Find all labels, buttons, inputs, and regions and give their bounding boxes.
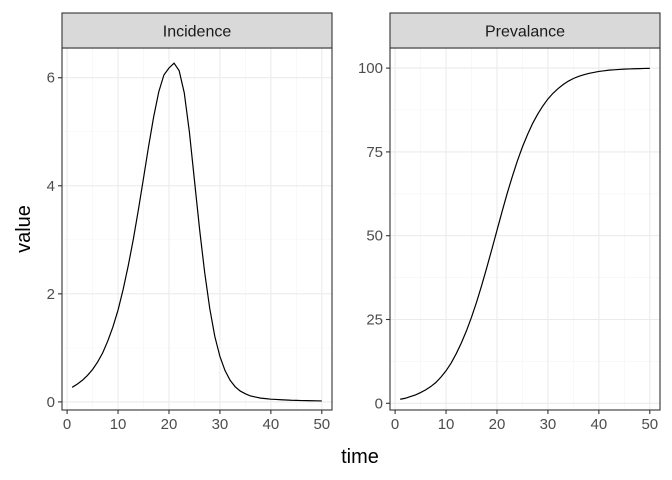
panel-incidence: Incidence 0 10 20 30 40 50 0 2 4 6 [47, 12, 333, 433]
panel-background [390, 48, 660, 410]
y-tick-label: 2 [47, 286, 55, 303]
facet-strip-label: Prevalance [485, 24, 565, 41]
panels: Incidence 0 10 20 30 40 50 0 2 4 6 Prevalance 0 10 20 3… [47, 12, 661, 433]
x-tick-label: 0 [63, 416, 71, 433]
panel-background [62, 48, 332, 410]
y-tick-label: 75 [366, 144, 383, 161]
x-tick-label: 50 [313, 416, 330, 433]
y-tick-label: 0 [47, 394, 55, 411]
facet-strip [389, 12, 661, 49]
y-tick-label: 50 [366, 228, 383, 245]
x-tick-label: 30 [212, 416, 229, 433]
y-tick-label: 100 [358, 60, 383, 77]
y-axis-title: value [13, 205, 35, 253]
facet-strip-label: Incidence [163, 24, 232, 41]
y-tick-label: 25 [366, 312, 383, 329]
series-line-incidence [71, 62, 322, 402]
y-tick-label: 6 [47, 70, 55, 87]
facet-strip [61, 12, 333, 49]
x-tick-label: 20 [489, 416, 506, 433]
x-tick-label: 10 [438, 416, 455, 433]
x-tick-label: 20 [161, 416, 178, 433]
x-axis-title: time [341, 446, 379, 468]
y-tick-label: 0 [375, 395, 383, 412]
x-tick-label: 30 [540, 416, 557, 433]
x-tick-label: 40 [263, 416, 280, 433]
panel-prevalance: Prevalance 0 10 20 30 40 50 0 25 50 75 100 [358, 12, 661, 433]
x-tick-label: 40 [591, 416, 608, 433]
x-tick-label: 50 [641, 416, 658, 433]
y-tick-label: 4 [47, 178, 55, 195]
x-tick-label: 0 [391, 416, 399, 433]
series-line-prevalance [400, 67, 650, 400]
x-tick-label: 10 [110, 416, 127, 433]
